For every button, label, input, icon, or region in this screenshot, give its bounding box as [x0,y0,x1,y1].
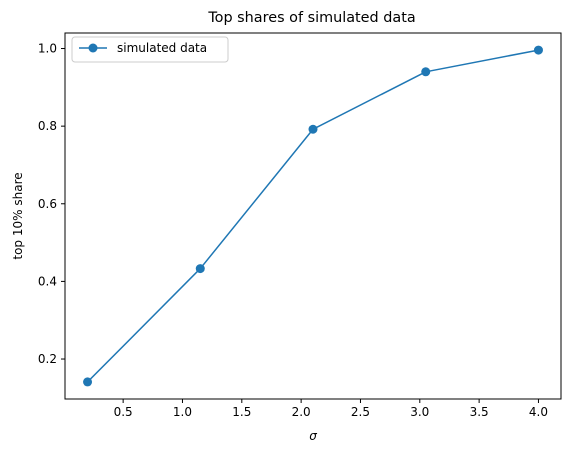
x-tick-label: 3.5 [470,405,489,419]
plot-area [83,46,543,387]
x-tick-label: 2.0 [292,405,311,419]
x-tick-label: 1.0 [173,405,192,419]
y-axis-label: top 10% share [11,172,25,259]
data-point [196,264,205,273]
data-point [83,377,92,386]
x-tick-label: 0.5 [114,405,133,419]
x-tick-label: 4.0 [529,405,548,419]
chart-title: Top shares of simulated data [207,10,415,26]
series-line [88,50,539,382]
legend: simulated data [72,37,228,62]
data-point [309,125,318,134]
y-tick-label: 0.4 [38,274,57,288]
x-tick-label: 2.5 [351,405,370,419]
y-tick-label: 1.0 [38,42,57,56]
x-axis-ticks: 0.5 1.0 1.5 2.0 2.5 3.0 3.5 4.0 [114,399,548,419]
x-axis-label: σ [309,429,317,443]
x-tick-label: 1.5 [232,405,251,419]
legend-label: simulated data [117,41,207,55]
data-point [534,46,543,55]
data-point [421,67,430,76]
y-tick-label: 0.6 [38,197,57,211]
axes-frame [65,33,561,399]
y-axis-ticks: 0.2 0.4 0.6 0.8 1.0 [38,42,65,366]
x-tick-label: 3.0 [410,405,429,419]
y-tick-label: 0.2 [38,352,57,366]
y-tick-label: 0.8 [38,119,57,133]
legend-marker [89,44,98,53]
